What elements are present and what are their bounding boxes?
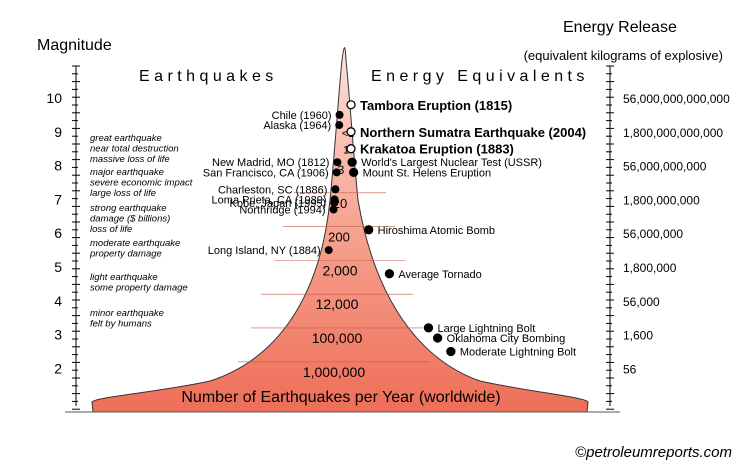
earthquake-markers: Chile (1960)Alaska (1964) New Madrid, MO … [203,110,344,257]
earthquake-description: severe economic impact [90,178,193,189]
earthquake-marker [330,198,339,207]
earthquake-label: New Madrid, MO (1812) [212,157,329,169]
copyright: ©petroleumreports.com [575,444,732,461]
energy-equivalent-markers: Tambora Eruption (1815) Northern Sumatra … [346,98,586,359]
energy-value-label: 1,800,000 [623,261,677,275]
earthquake-label: Chile (1960) [272,110,332,122]
earthquake-marker [331,185,340,194]
earthquakes-per-year-count: 3 [338,163,345,177]
earthquakes-per-year-count: 12,000 [316,296,359,312]
earthquake-description: large loss of life [90,188,156,199]
energy-value-label: 56,000,000,000 [623,160,707,174]
energy-equivalent-marker [423,323,434,333]
earthquake-description: loss of life [90,224,132,235]
energy-value-label: 1,800,000,000,000 [623,126,723,140]
earthquake-description: strong earthquake [90,203,167,214]
energy-value-label: 1,800,000,000 [623,193,700,207]
magnitude-labels: 10 9 8 7 6 5 4 3 2 [46,90,62,376]
earthquakes-per-year-count: 200 [328,230,350,245]
energy-equivalent-marker [346,127,356,137]
earthquake-description: major earthquake [90,167,164,178]
earthquake-description: damage ($ billions) [90,214,170,225]
energy-equivalent-label: Mount St. Helens Eruption [363,167,491,179]
earthquake-description: massive loss of life [90,154,170,165]
earthquake-marker [333,158,342,167]
magnitude-label: 7 [54,191,62,207]
energy-release-subtitle: (equivalent kilograms of explosive) [524,48,723,63]
earthquakes-per-year-count: 1,000,000 [303,364,365,380]
energy-equivalent-marker [384,269,395,279]
earthquake-marker [324,246,333,255]
magnitude-label: 4 [54,293,62,309]
earthquake-label: Loma Prieta, CA (1989) [212,194,327,206]
energy-equivalent-label: Krakatoa Eruption (1883) [360,142,514,157]
magnitude-title: Magnitude [37,37,112,54]
energy-equivalent-label: Tambora Eruption (1815) [360,98,512,113]
energy-equivalent-marker [349,167,359,178]
earthquake-marker [329,205,338,214]
energy-equivalent-label: World's Largest Nuclear Test (USSR) [361,157,542,169]
earthquakes-heading: E a r t h q u a k e s [139,68,273,85]
funnel-shape [91,47,589,413]
energy-equivalent-marker [346,100,356,110]
earthquake-description: property damage [89,249,162,260]
earthquakes-per-year-count: 2,000 [322,262,357,278]
earthquake-label: Alaska (1964) [263,120,331,132]
earthquake-label: Kobe, Japan (1995) [230,198,327,210]
energy-equivalent-label: Average Tornado [398,269,481,281]
earthquake-label: Charleston, SC (1886) [218,184,327,196]
footer-label: Number of Earthquakes per Year (worldwid… [181,389,500,406]
earthquake-description: near total destruction [90,144,179,155]
earthquake-description: minor earthquake [90,308,164,319]
energy-value-label: 56,000,000 [623,227,683,241]
magnitude-label: 6 [54,225,62,241]
earthquake-marker [335,110,344,119]
magnitude-label: 5 [54,259,62,275]
earthquake-description: some property damage [90,283,188,294]
earthquake-label: San Francisco, CA (1906) [203,167,329,179]
energy-equivalent-label: Large Lightning Bolt [437,323,535,335]
magnitude-label: 2 [54,360,62,376]
earthquake-marker [332,168,341,177]
energy-value-label: 56 [623,362,637,376]
earthquake-label: Northridge (1994) [239,205,325,217]
energy-equivalent-marker [347,157,357,167]
energy-equivalents-heading: E n e r g y E q u i v a l e n t s [371,68,584,85]
earthquake-description: felt by humans [90,319,152,330]
earthquake-description: moderate earthquake [90,238,180,249]
magnitude-label: 3 [54,327,62,343]
energy-value-label: 56,000,000,000,000 [623,92,730,106]
magnitude-label: 8 [54,158,62,174]
earthquake-description: light earthquake [90,272,158,283]
energy-equivalent-label: Hiroshima Atomic Bomb [378,225,495,237]
magnitude-label: 10 [46,90,62,106]
energy-equivalent-marker [446,346,456,357]
energy-equivalent-marker [346,144,356,154]
energy-equivalent-label: Moderate Lightning Bolt [460,347,576,359]
right-axis [606,65,614,410]
earthquake-marker [335,121,344,130]
energy-labels: 56,000,000,000,000 1,800,000,000,000 56,00… [623,92,730,376]
energy-equivalent-marker [364,225,374,235]
energy-equivalent-label: Northern Sumatra Earthquake (2004) [360,125,586,140]
energy-value-label: 56,000 [623,295,660,309]
earthquakes-per-year-count: 100,000 [312,330,363,346]
magnitude-label: 9 [54,124,62,140]
left-axis [72,65,80,410]
energy-equivalent-marker [432,333,443,343]
energy-value-label: 1,600 [623,329,653,343]
earthquake-label: Long Island, NY (1884) [208,245,321,257]
earthquakes-per-year-count: 1 [343,145,349,157]
energy-release-title: Energy Release [563,19,677,36]
energy-equivalent-label: Oklahoma City Bombing [447,333,566,345]
earthquake-description: great earthquake [90,133,162,144]
